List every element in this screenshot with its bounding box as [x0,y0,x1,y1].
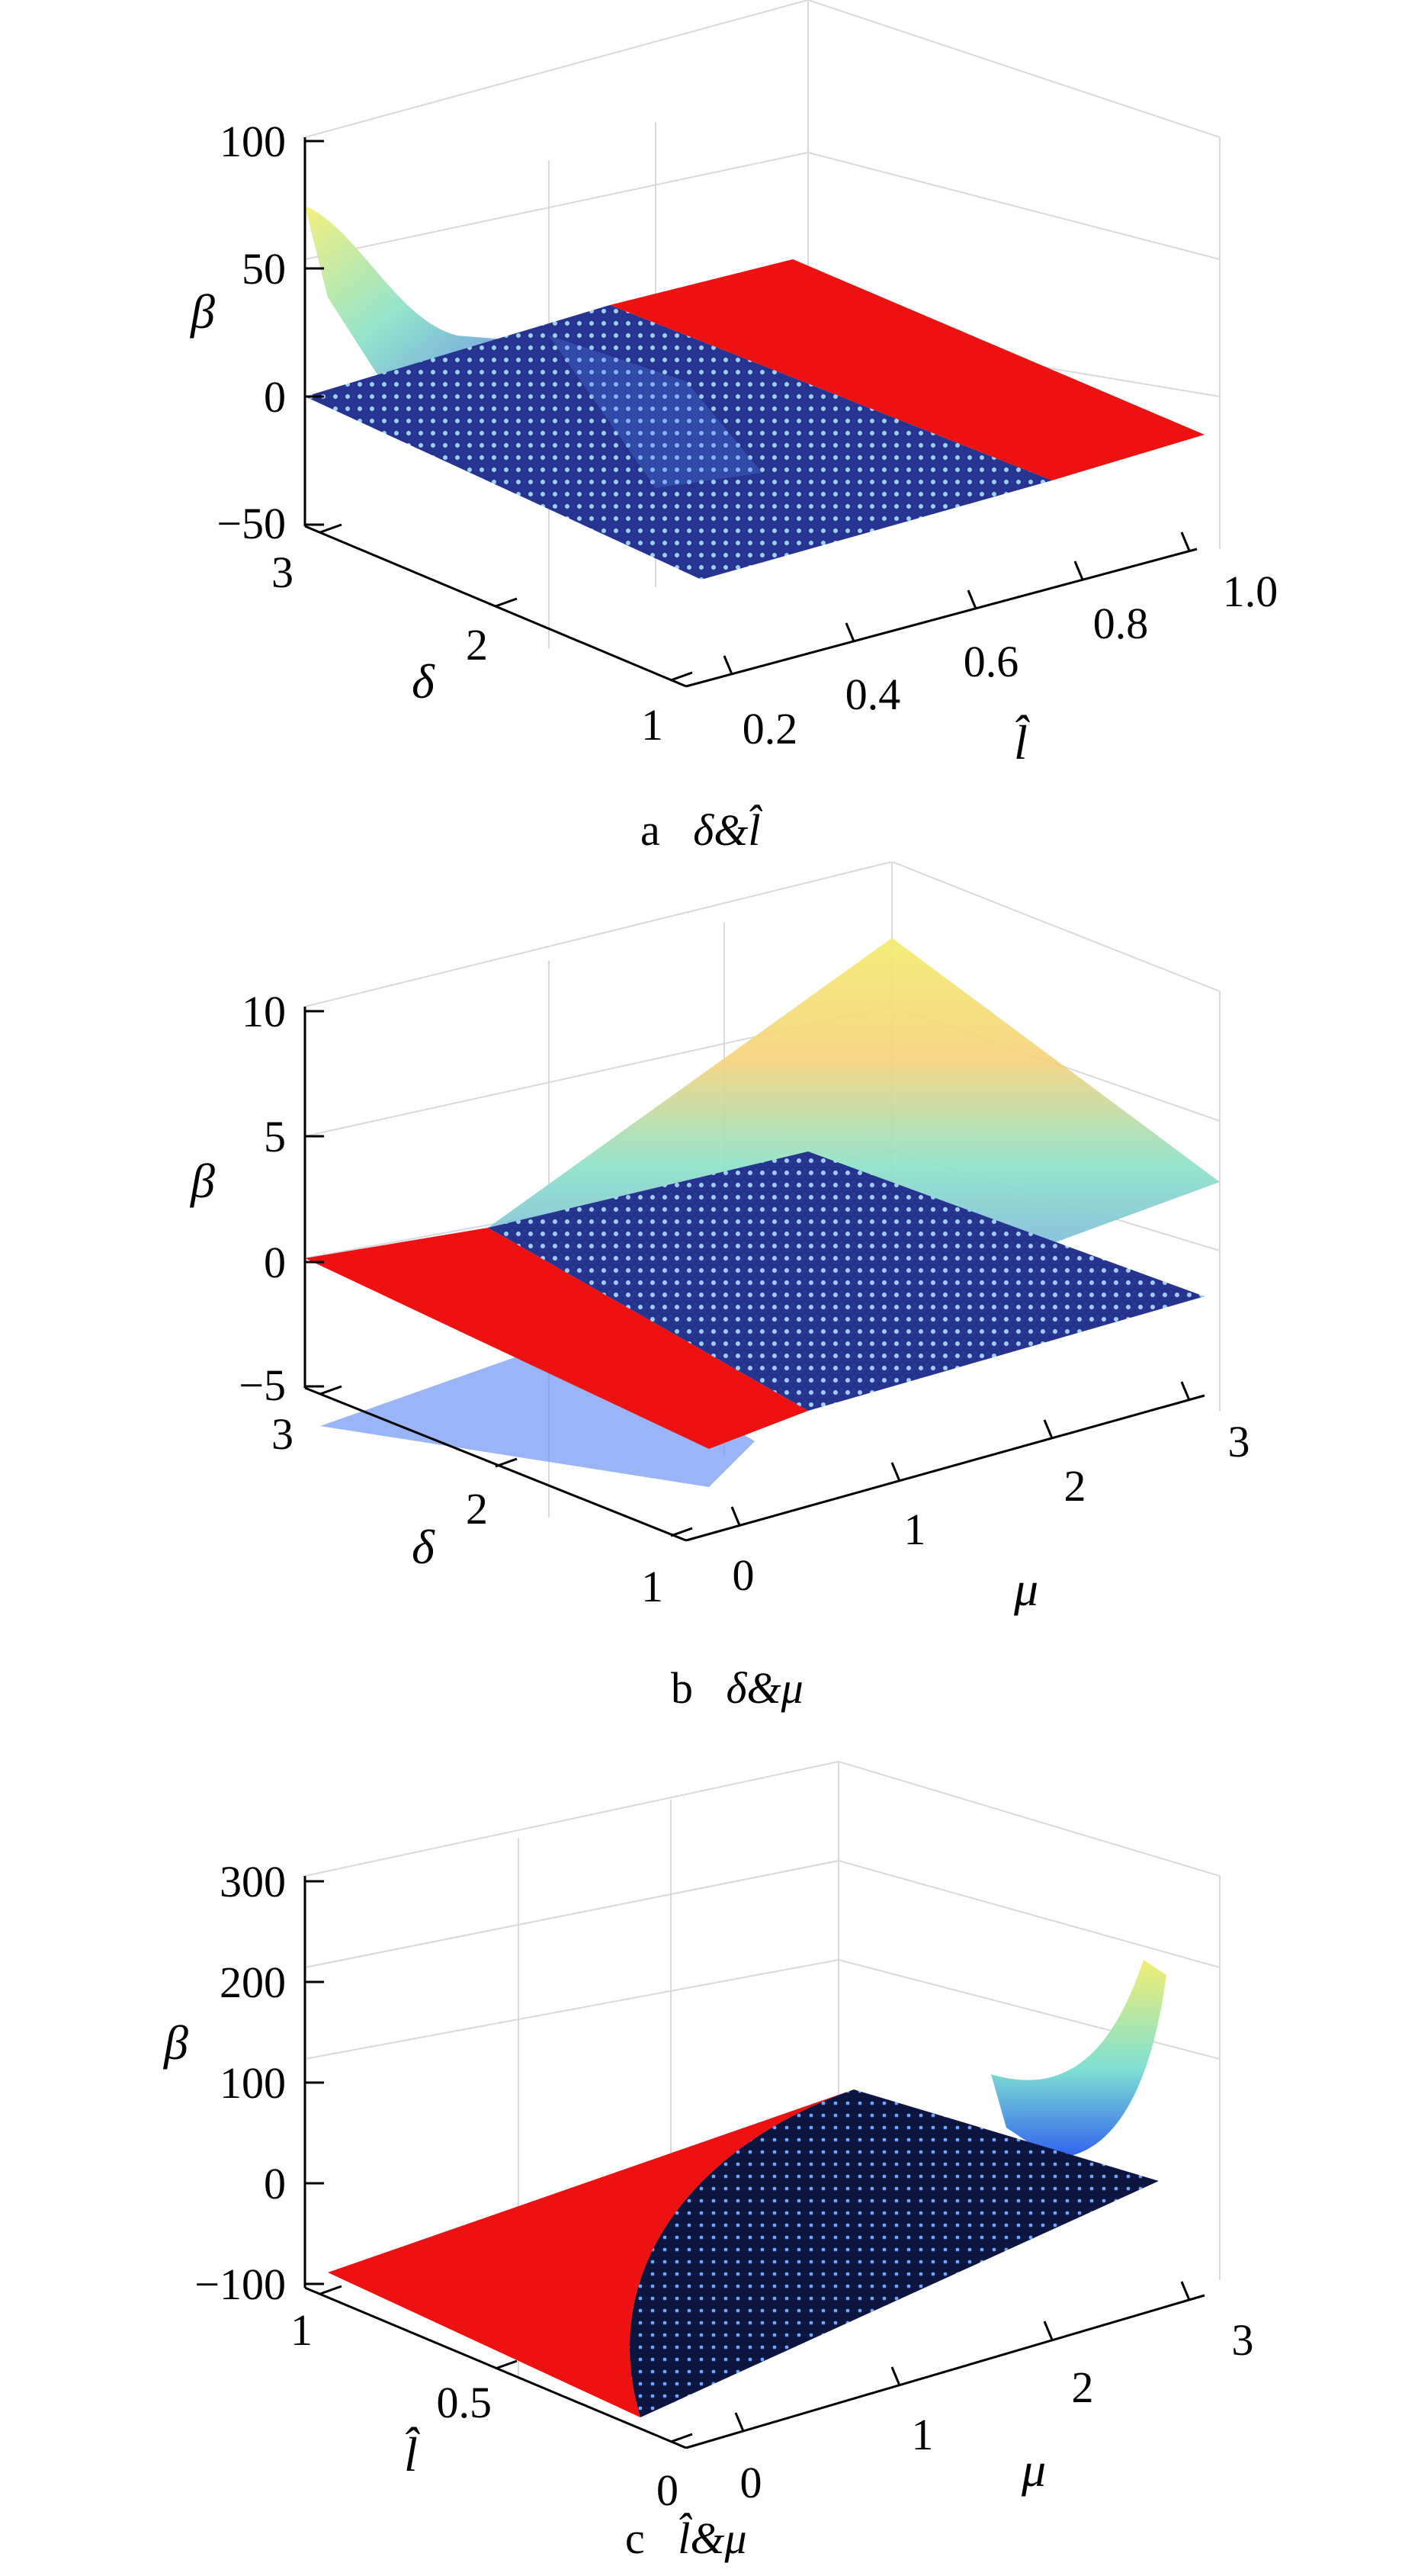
chart-c-ztick: 100 [220,2058,286,2108]
chart-c-red-surface [328,2089,854,2417]
chart-a-xtick: 0.2 [743,704,798,753]
chart-c-xtick: 3 [1232,2315,1254,2365]
chart-c-ylabel: l̂ [404,2427,420,2481]
chart-a-y-ticks: 3 2 1 [271,523,693,750]
chart-a-ztick: 50 [242,244,286,294]
chart-a-ztick: 100 [220,117,286,166]
chart-c-ytick: 1 [290,2305,313,2355]
chart-b-xlabel: μ [1013,1562,1038,1616]
chart-b-ztick: 10 [242,987,286,1036]
chart-a-blue-surface [305,305,1052,580]
chart-c-xtick: 2 [1072,2362,1094,2412]
chart-a-xlabel: l̂ [1014,715,1030,769]
chart-panel-c: 300 200 100 0 −100 β 1 0.5 0 l̂ 0 1 2 3 … [0,1731,1405,2576]
chart-b-ytick: 1 [641,1562,663,1611]
chart-b-xtick: 2 [1064,1461,1086,1511]
chart-c-ytick: 0.5 [437,2378,492,2427]
chart-c-zlabel: β [162,2016,188,2070]
chart-a-x-ticks: 0.2 0.4 0.6 0.8 1.0 [723,532,1278,753]
chart-b-surfaces [305,938,1220,1487]
chart-c-x-ticks: 0 1 2 3 [734,2281,1254,2507]
chart-a-blue-translucent [549,336,762,488]
chart-b-red-surface [305,1228,808,1449]
chart-c-ztick: −100 [194,2260,286,2309]
chart-c-caption-vars: l̂&μ [678,2513,747,2563]
chart-b-ylabel: δ [412,1520,435,1574]
chart-a-svg: 100 50 0 −50 β 3 2 1 δ 0.2 0.4 0.6 0.8 1… [189,0,1278,769]
chart-c-y-ticks: 1 0.5 0 [290,2285,693,2515]
chart-c-svg: 300 200 100 0 −100 β 1 0.5 0 l̂ 0 1 2 3 … [162,1760,1254,2515]
chart-b-svg: 10 5 0 −5 β 3 2 1 δ 0 1 2 3 μ [189,862,1250,1616]
chart-b-blue-surface [488,1151,1205,1411]
chart-b-axes [303,1007,1205,1542]
chart-panel-a: 100 50 0 −50 β 3 2 1 δ 0.2 0.4 0.6 0.8 1… [0,0,1405,862]
chart-b-xtick: 0 [733,1550,755,1600]
chart-b-x-ticks: 0 1 2 3 [730,1381,1250,1600]
chart-c-ztick: 0 [264,2159,286,2208]
chart-c-dark-surface [629,2089,1159,2417]
chart-a-xtick: 1.0 [1223,567,1278,616]
chart-c-surfaces [328,1960,1166,2417]
chart-c-caption: c l̂&μ [625,2513,747,2564]
chart-b-ztick: 0 [264,1238,286,1287]
chart-c-ztick: 300 [220,1857,286,1906]
chart-b-ytick: 2 [466,1484,488,1534]
chart-a-ytick: 2 [466,620,488,670]
chart-b-ztick: 5 [264,1112,286,1161]
chart-c-z-ticks: 300 200 100 0 −100 [194,1857,324,2309]
chart-a-xtick: 0.8 [1093,599,1149,648]
chart-c-caption-letter: c [625,2513,645,2563]
chart-b-xtick: 3 [1228,1417,1250,1466]
chart-a-surfaces [305,206,1205,580]
chart-b-caption: b δ&μ [671,1662,804,1714]
chart-a-caption-letter: a [640,805,660,855]
chart-c-gradient-surface [991,1960,1166,2158]
chart-a-ytick: 1 [641,700,663,750]
chart-c-xlabel: μ [1021,2443,1046,2497]
chart-a-caption: a δ&l̂ [640,805,760,856]
chart-b-xtick: 1 [904,1505,926,1554]
chart-c-xtick: 0 [740,2458,762,2507]
chart-b-y-ticks: 3 2 1 [271,1385,693,1611]
chart-a-caption-vars: δ&l̂ [693,805,761,855]
chart-a-xtick: 0.4 [845,670,901,719]
chart-b-ztick: −5 [239,1360,286,1410]
chart-a-xtick: 0.6 [964,637,1019,686]
chart-b-z-ticks: 10 5 0 −5 [239,987,324,1410]
chart-a-zlabel: β [189,284,215,339]
chart-c-ztick: 200 [220,1958,286,2007]
chart-a-ylabel: δ [412,654,435,708]
chart-a-ytick: 3 [271,548,294,597]
chart-a-red-surface [610,259,1205,480]
chart-panel-b: 10 5 0 −5 β 3 2 1 δ 0 1 2 3 μ b δ&μ [0,862,1405,1723]
chart-c-ytick: 0 [656,2465,678,2515]
chart-b-zlabel: β [189,1154,215,1208]
chart-c-xtick: 1 [912,2410,934,2459]
chart-a-ztick: −50 [217,499,286,548]
chart-a-ztick: 0 [264,372,286,422]
chart-b-caption-vars: δ&μ [726,1663,804,1713]
chart-a-z-ticks: 100 50 0 −50 [217,117,324,548]
chart-b-gradient-lower [320,1335,755,1487]
chart-b-ytick: 3 [271,1409,294,1459]
chart-b-caption-letter: b [671,1663,693,1713]
